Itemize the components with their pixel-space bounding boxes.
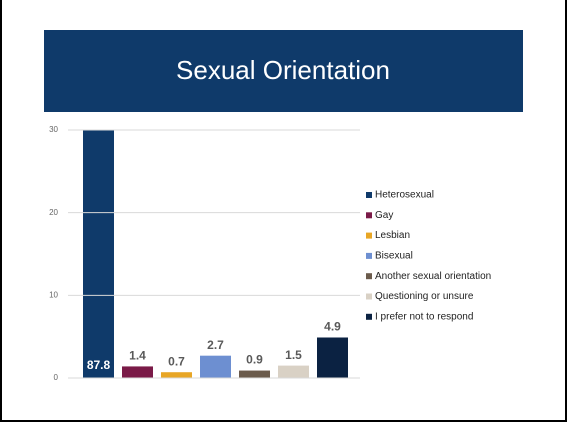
y-tick-label: 10 xyxy=(49,290,58,299)
legend-swatch xyxy=(366,192,372,198)
bar xyxy=(122,366,153,378)
chart-title: Sexual Orientation xyxy=(176,55,390,85)
bar xyxy=(200,355,231,378)
value-label: 87.8 xyxy=(87,358,111,372)
legend-label: Another sexual orientation xyxy=(375,271,491,282)
legend-label: Heterosexual xyxy=(375,190,434,201)
legend-swatch xyxy=(366,212,372,219)
legend-label: I prefer not to respond xyxy=(375,311,473,322)
value-label: 0.7 xyxy=(168,354,185,368)
title-banner xyxy=(44,30,523,112)
bar xyxy=(161,372,192,378)
legend-label: Gay xyxy=(375,210,393,221)
legend-swatch xyxy=(366,273,372,280)
bar xyxy=(83,130,114,379)
bar xyxy=(317,337,348,378)
y-tick-label: 0 xyxy=(54,373,59,382)
plot xyxy=(83,130,348,379)
value-label: 1.5 xyxy=(285,348,302,362)
bar xyxy=(239,370,270,378)
value-label: 1.4 xyxy=(129,349,146,363)
y-tick-label: 20 xyxy=(49,208,58,217)
legend-label: Questioning or unsure xyxy=(375,291,474,302)
value-label: 2.7 xyxy=(207,338,224,352)
legend-swatch xyxy=(366,232,372,239)
value-label: 0.9 xyxy=(246,353,263,367)
legend-label: Lesbian xyxy=(375,230,410,241)
legend-swatch xyxy=(366,293,372,300)
y-tick-label: 30 xyxy=(49,125,58,134)
value-label: 4.9 xyxy=(324,320,341,334)
bar xyxy=(278,365,309,378)
legend-swatch xyxy=(366,252,372,259)
legend-label: Bisexual xyxy=(375,251,413,262)
legend-swatch xyxy=(366,313,372,320)
